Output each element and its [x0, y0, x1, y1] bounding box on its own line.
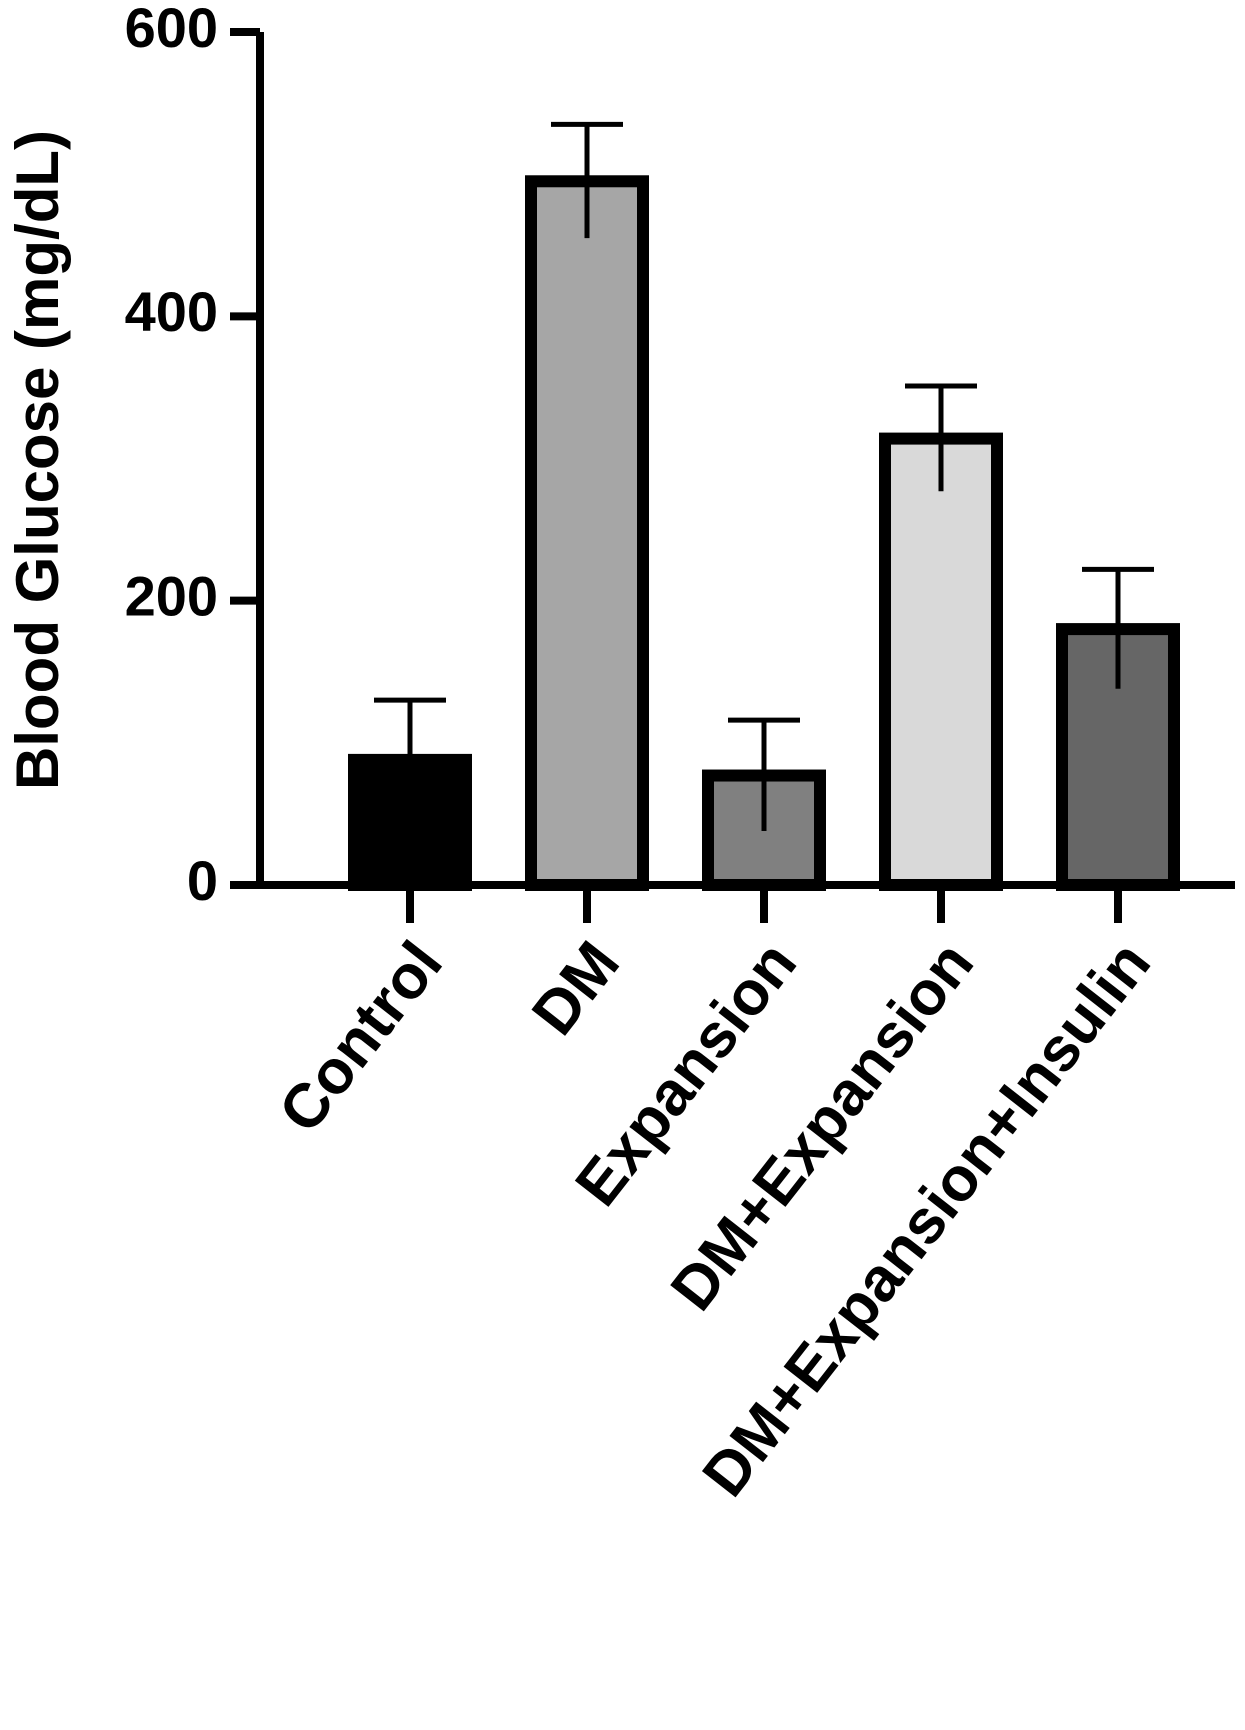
y-tick-label: 600	[125, 0, 218, 59]
y-tick-label: 0	[187, 849, 218, 912]
y-tick-label: 200	[125, 564, 218, 627]
y-tick-label: 400	[125, 280, 218, 343]
x-tick-label: Control	[266, 929, 456, 1145]
y-axis-label: Blood Glucose (mg/dL)	[4, 130, 71, 790]
bar	[879, 432, 1003, 891]
x-tick-label: DM+Expansion	[658, 929, 987, 1323]
bar	[525, 175, 649, 891]
x-tick-label: DM	[519, 929, 633, 1047]
